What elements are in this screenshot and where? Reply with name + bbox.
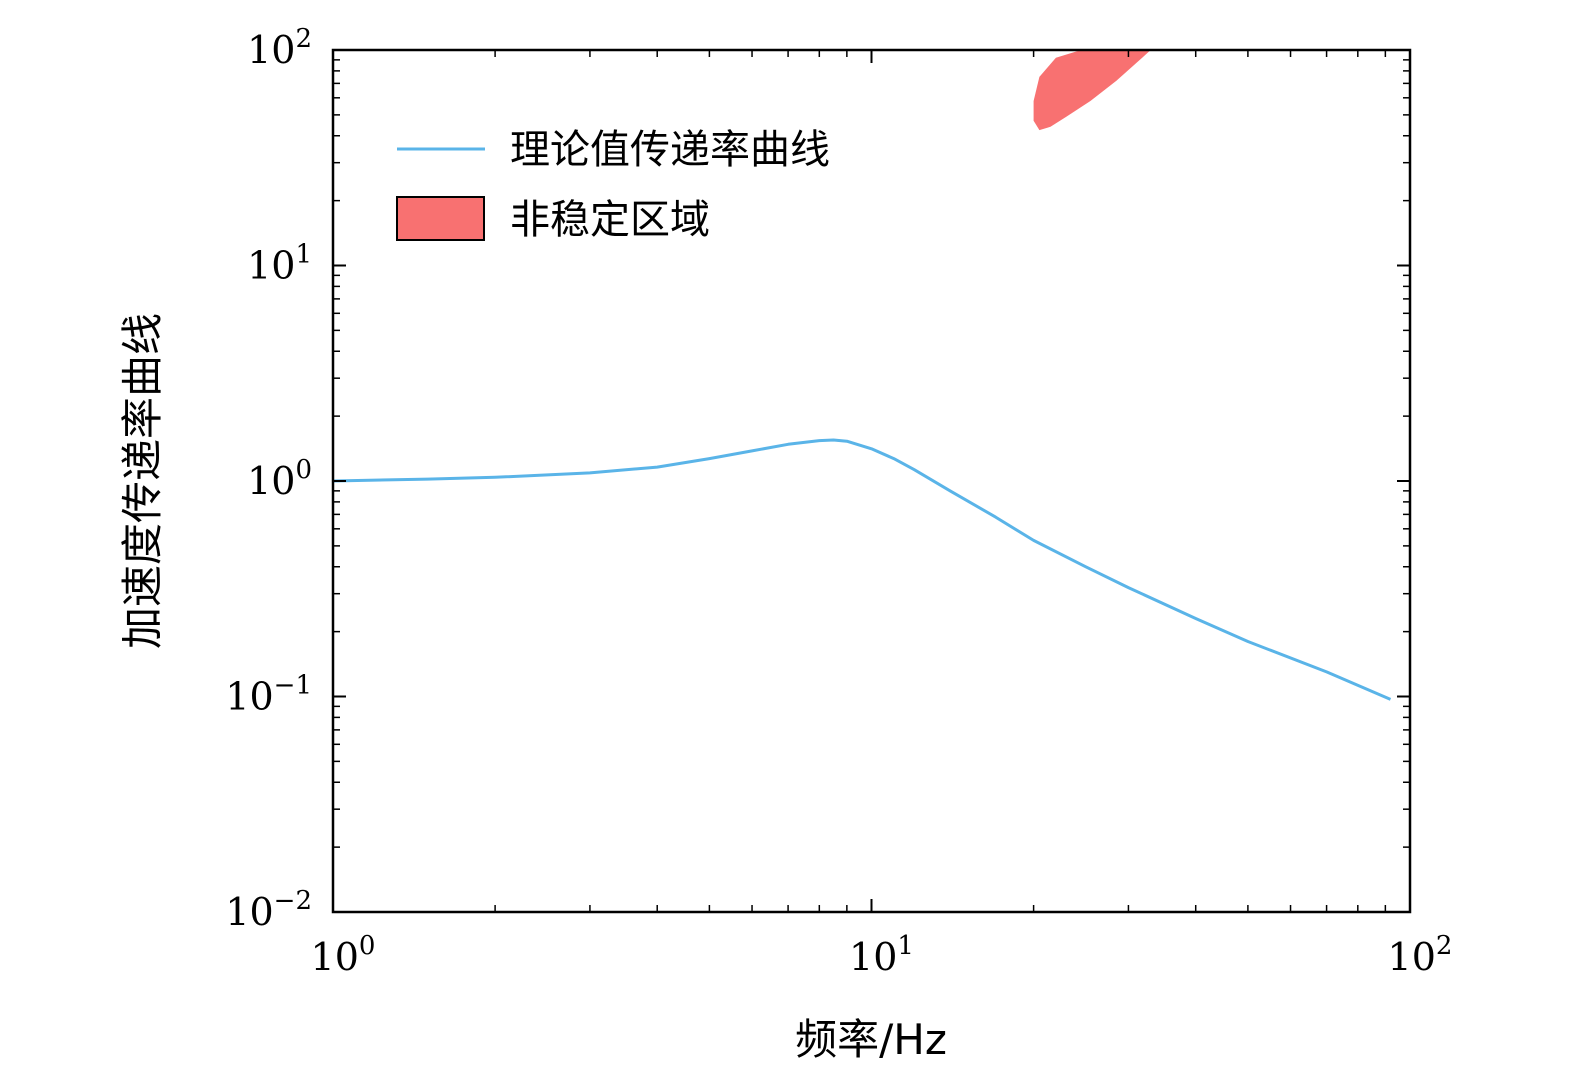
x-tick-label: 101 xyxy=(849,931,914,979)
plot-frame xyxy=(331,48,1412,914)
unstable-region xyxy=(1033,50,1151,131)
curve-layer xyxy=(332,438,1392,701)
transmissibility-curve xyxy=(332,438,1392,701)
x-tick-label: 102 xyxy=(1388,931,1453,979)
y-tick-label: 100 xyxy=(247,455,312,503)
y-axis-label: 加速度传递率曲线 xyxy=(118,313,167,649)
legend: 理论值传递率曲线 非稳定区域 xyxy=(396,127,830,243)
ticks-layer: 100 101 102 10−2 10−1 100 101 102 xyxy=(225,24,1452,979)
y-tick-label: 10−1 xyxy=(225,671,312,719)
y-tick-label: 10−2 xyxy=(225,886,312,934)
x-tick-label: 100 xyxy=(311,931,376,979)
x-axis-label: 频率/Hz xyxy=(795,1015,947,1064)
unstable-region-layer xyxy=(1033,50,1151,131)
y-tick-label: 101 xyxy=(247,240,312,288)
legend-label-unstable: 非稳定区域 xyxy=(510,197,710,243)
legend-label-curve: 理论值传递率曲线 xyxy=(510,127,830,173)
legend-area-swatch xyxy=(396,196,485,241)
y-tick-label: 102 xyxy=(247,24,312,72)
